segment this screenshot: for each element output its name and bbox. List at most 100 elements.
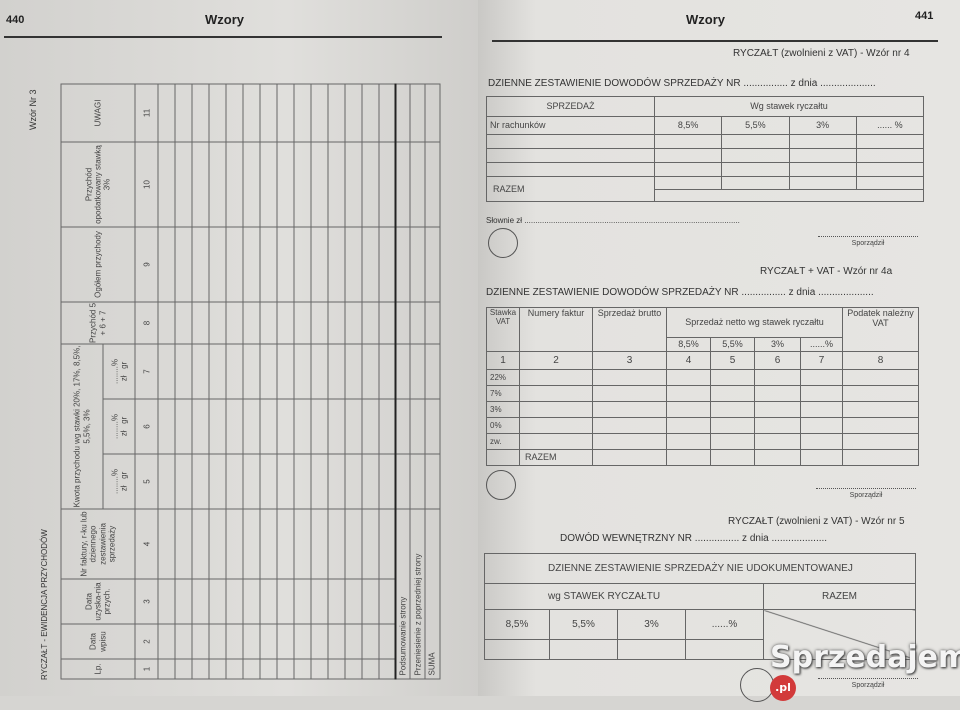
cell	[425, 454, 440, 509]
table-row	[158, 83, 176, 679]
cell	[243, 399, 261, 454]
cell	[666, 401, 711, 418]
rate-85: 8,5%	[653, 116, 723, 135]
column-number: 7	[799, 351, 844, 370]
cell	[175, 301, 193, 344]
cell	[410, 343, 426, 399]
col-income-sum: Przychód 5 + 6 + 7	[61, 301, 136, 344]
cell	[260, 624, 277, 659]
cell	[361, 659, 379, 679]
cell	[327, 301, 345, 344]
cell	[410, 454, 426, 509]
cell	[175, 454, 193, 509]
cell	[260, 454, 277, 509]
cell	[361, 141, 379, 227]
cell	[361, 343, 379, 399]
cell	[344, 83, 362, 142]
column-number: 2	[135, 624, 159, 659]
rate-85: 8,5%	[666, 337, 711, 352]
cell	[378, 83, 396, 142]
cell	[310, 624, 328, 659]
column-number: 8	[842, 351, 920, 370]
cell	[310, 399, 328, 454]
cell	[361, 226, 379, 302]
column-number: 3	[592, 351, 667, 370]
cell	[243, 624, 261, 659]
cell	[192, 624, 210, 659]
cell	[209, 343, 227, 399]
column-number: 6	[754, 351, 801, 370]
table-row	[378, 83, 396, 679]
summary-label: Przeniesienie z poprzedniej strony	[410, 509, 426, 679]
cell	[378, 659, 396, 679]
rate-55: 5,5%	[549, 609, 618, 640]
vat-row: zw.	[486, 433, 920, 450]
cell	[209, 509, 227, 579]
cell	[276, 83, 294, 142]
cell	[592, 417, 667, 434]
rate-subheader: ........% zł gr	[103, 399, 136, 454]
cell	[425, 343, 440, 399]
cell	[344, 301, 362, 344]
cell	[344, 343, 362, 399]
cell	[158, 399, 176, 454]
form4a-heading: DZIENNE ZESTAWIENIE DOWODÓW SPRZEDAŻY NR…	[486, 287, 874, 298]
col-amount-group: Kwota przychodu wg stawki 20%, 17%, 8,5%…	[61, 343, 104, 509]
rate-55: 5,5%	[710, 337, 755, 352]
cell	[842, 369, 920, 386]
table-row	[243, 83, 261, 679]
total-label: RAZEM	[519, 449, 593, 466]
column-number: 4	[666, 351, 711, 370]
table-row	[276, 83, 294, 679]
cell	[395, 141, 411, 227]
cell	[260, 659, 277, 679]
table-row	[226, 83, 244, 679]
col-sales: SPRZEDAŻ	[486, 96, 655, 117]
form-id: Wzór Nr 3	[28, 89, 38, 131]
table-row	[344, 83, 362, 679]
vat-row: 0%	[486, 417, 920, 434]
cell	[192, 659, 210, 679]
cell	[226, 579, 244, 624]
cell	[158, 301, 176, 344]
cell	[378, 579, 396, 624]
column-number: 8	[135, 301, 159, 344]
vat-row: 7%	[486, 385, 920, 402]
cell	[754, 417, 801, 434]
cell	[327, 454, 345, 509]
cell	[666, 369, 711, 386]
cell	[710, 385, 755, 402]
cell	[425, 83, 440, 142]
cell	[243, 659, 261, 679]
cell	[260, 509, 277, 579]
col-remarks: UWAGI	[61, 83, 136, 142]
signature-field: Sporządził	[818, 236, 918, 247]
cell	[209, 83, 227, 142]
cell	[158, 509, 176, 579]
cell	[519, 417, 593, 434]
col-rates: wg STAWEK RYCZAŁTU	[484, 583, 764, 610]
cell	[327, 399, 345, 454]
cell	[226, 454, 244, 509]
cell	[192, 454, 210, 509]
column-number: 5	[710, 351, 755, 370]
column-number: 5	[135, 454, 159, 509]
cell	[361, 509, 379, 579]
col-tax: Podatek należny VAT	[842, 307, 920, 352]
page-title: Wzory	[686, 12, 725, 27]
cell	[192, 226, 210, 302]
cell	[799, 385, 844, 402]
column-number: 2	[519, 351, 593, 370]
cell	[327, 659, 345, 679]
cell	[158, 83, 176, 142]
stamp-circle	[488, 228, 518, 258]
cell	[293, 83, 311, 142]
rate-85: 8,5%	[484, 609, 550, 640]
cell	[327, 624, 345, 659]
cell	[226, 83, 244, 142]
cell	[243, 343, 261, 399]
column-number: 9	[135, 226, 159, 302]
cell	[293, 454, 311, 509]
column-number: 3	[135, 579, 159, 624]
rate-other: ......%	[799, 337, 844, 352]
